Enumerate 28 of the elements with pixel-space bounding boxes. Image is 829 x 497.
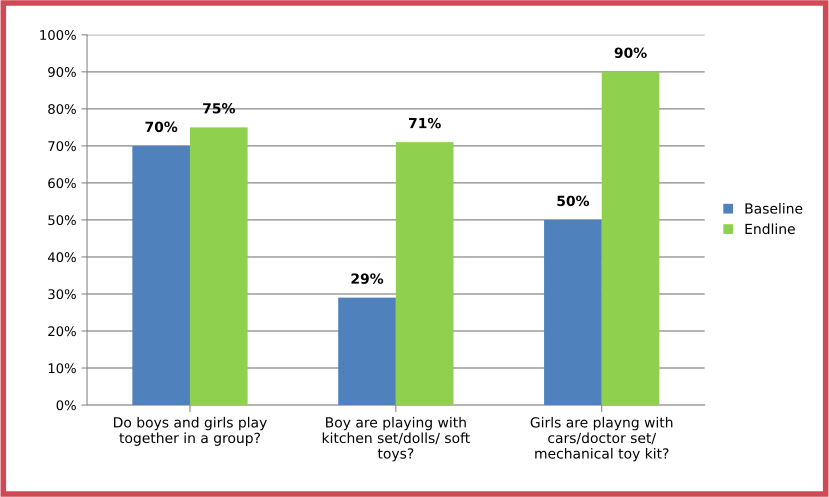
y-tick-label: 50%	[48, 215, 76, 226]
x-tick-label: Boy are playing with kitchen set/dolls/ soft toys?	[322, 416, 470, 462]
bar	[602, 72, 660, 406]
text: 90%	[614, 48, 647, 58]
y-tick-label: 80%	[48, 104, 76, 114]
legend-label: Baseline	[746, 203, 802, 214]
y-tick-label: 90%	[48, 67, 76, 78]
y-tick-label: 30%	[48, 289, 76, 300]
y-tick-label: 70%	[48, 141, 76, 152]
x-tick-label: Girls are playng with cars/doctor set/ mechanical toy kit?	[530, 416, 672, 462]
bar	[132, 146, 190, 406]
text: 50%	[557, 196, 590, 206]
y-tick-label: 60%	[48, 178, 76, 188]
text: 75%	[203, 103, 235, 114]
text: 70%	[145, 122, 178, 132]
text: 71%	[408, 118, 441, 128]
bar	[338, 298, 396, 406]
legend-label: Endline	[746, 223, 795, 234]
text: 29%	[352, 273, 384, 284]
bar	[396, 142, 454, 406]
bar	[544, 220, 602, 406]
y-tick-label: 100%	[40, 30, 76, 40]
y-tick-label: 40%	[48, 252, 76, 262]
y-tick-label: 0%	[56, 400, 76, 410]
y-tick-label: 20%	[48, 326, 76, 336]
y-tick-label: 10%	[48, 363, 76, 374]
x-tick-label: Do boys and girls play together in a group?	[114, 416, 267, 446]
bar	[190, 127, 248, 406]
